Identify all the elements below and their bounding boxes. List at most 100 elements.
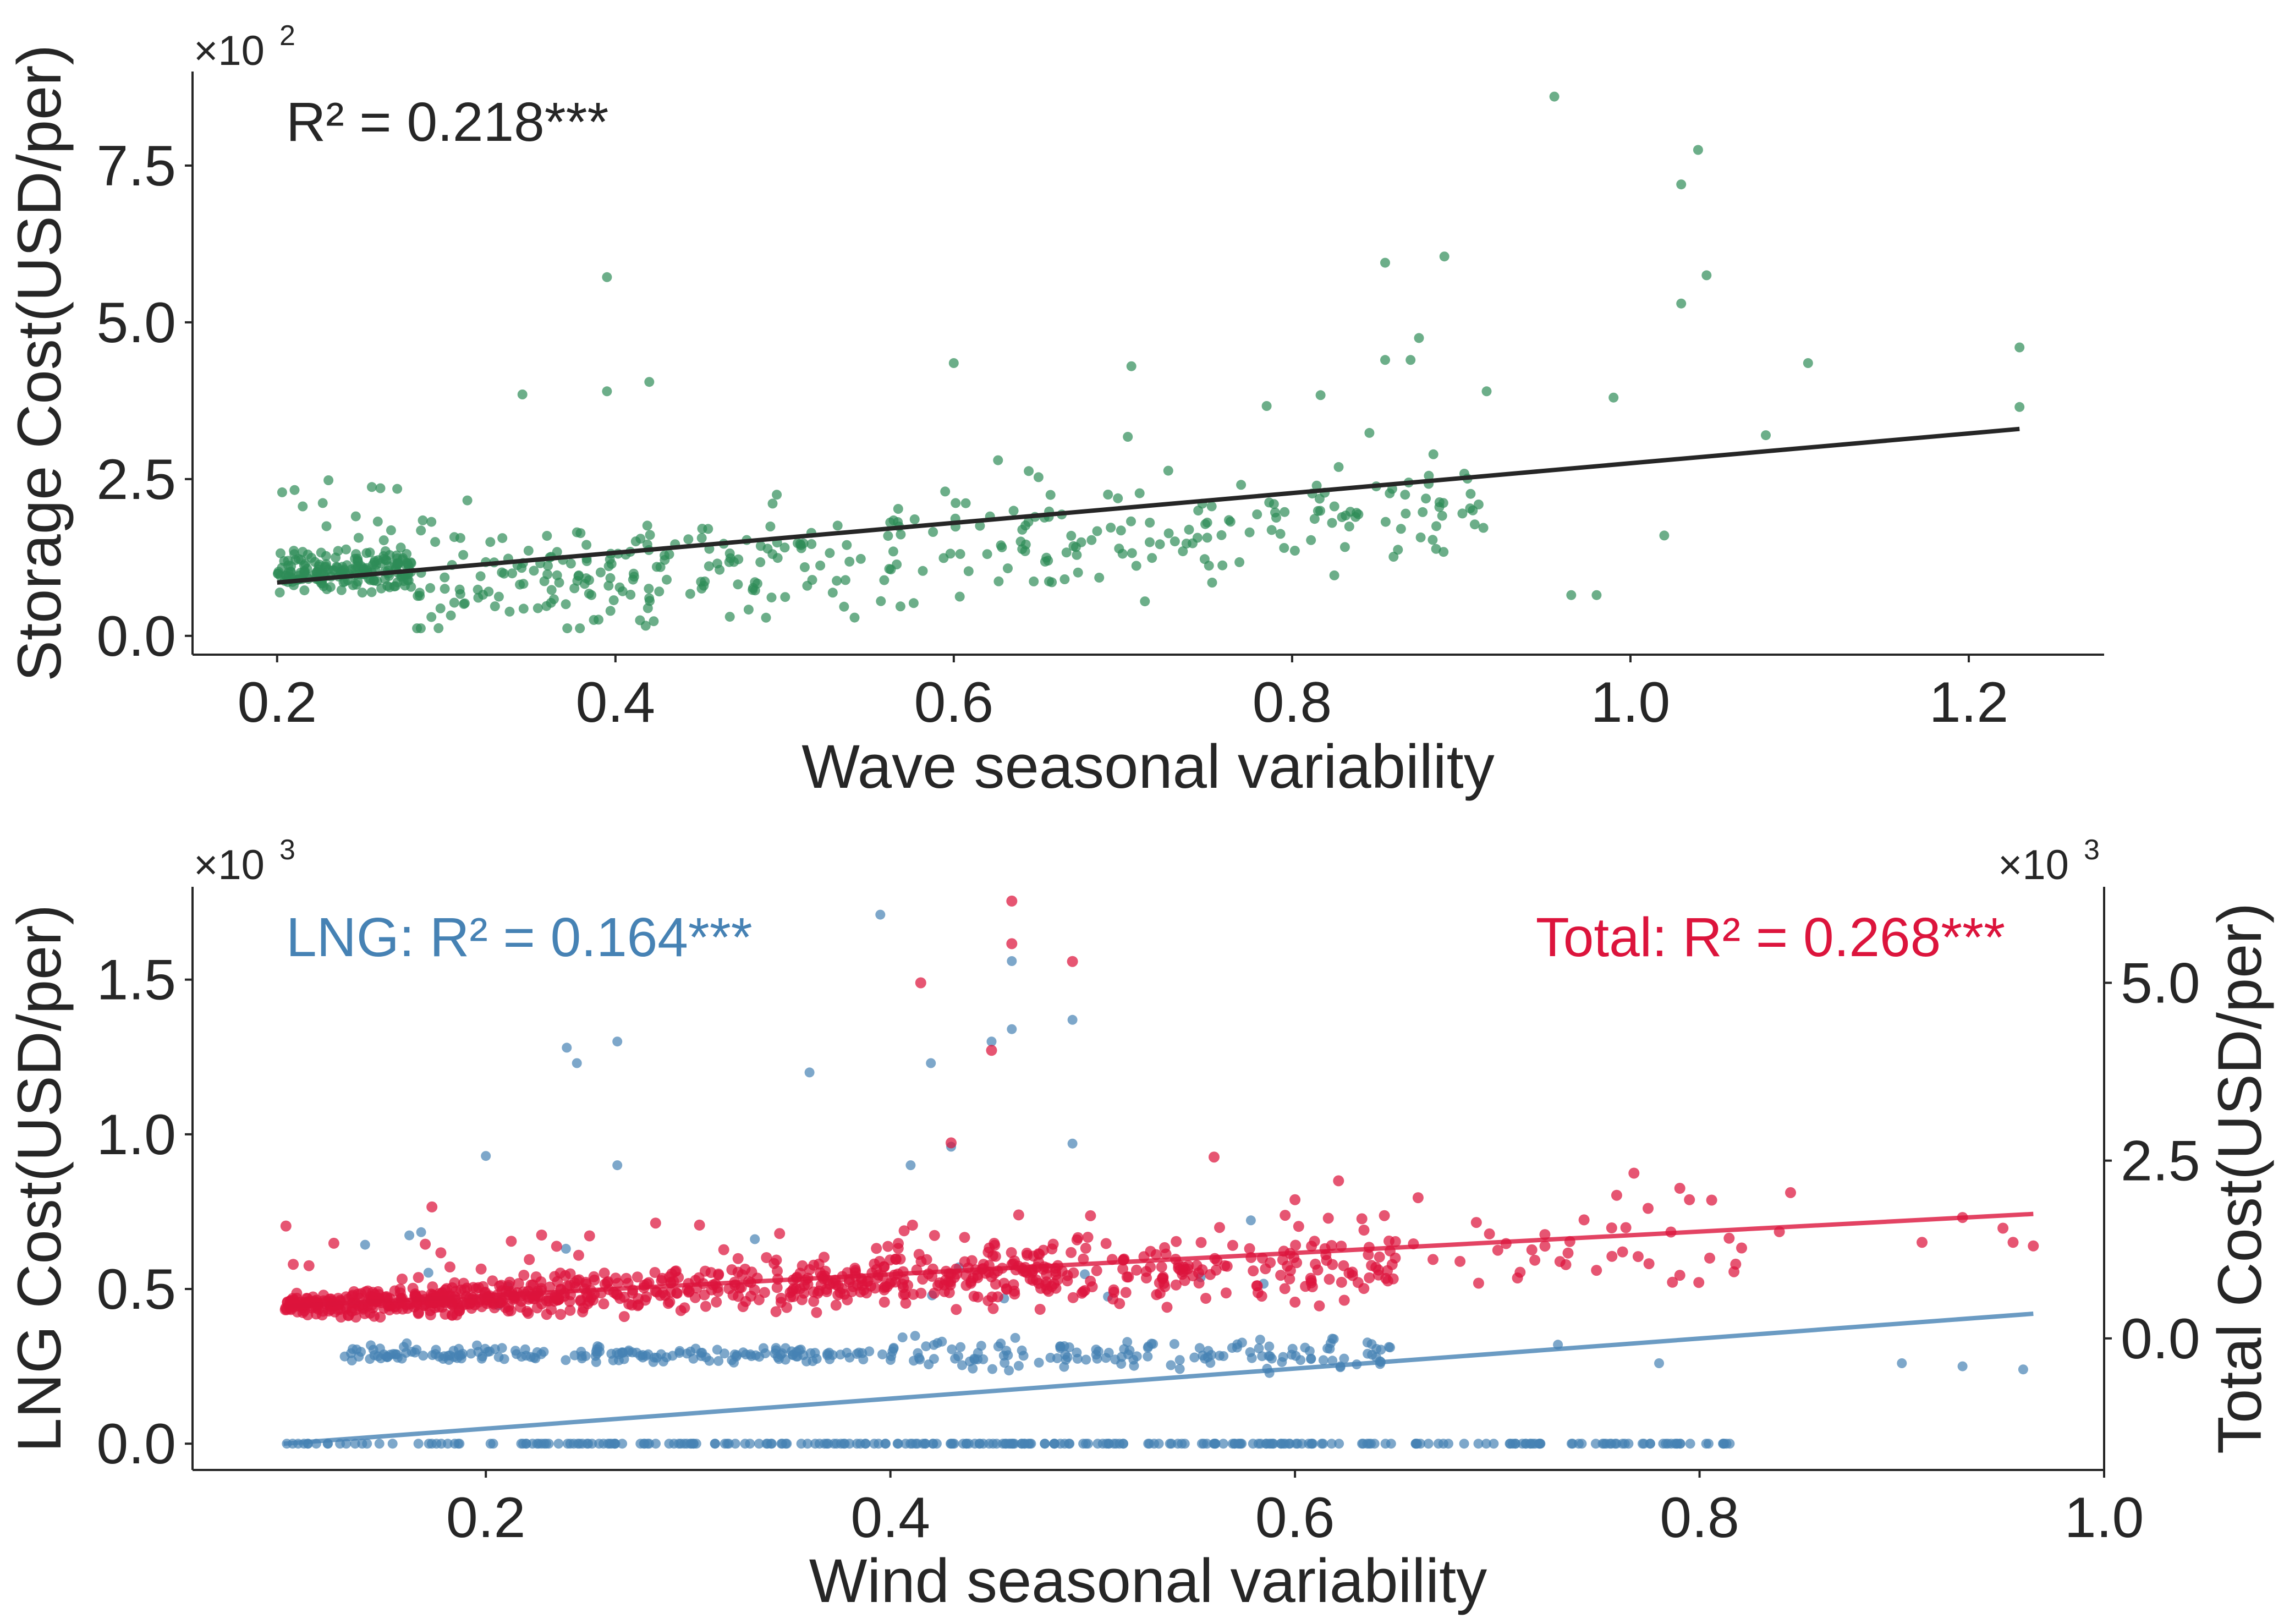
total-point <box>1219 1260 1231 1271</box>
scatter-point <box>1676 179 1687 190</box>
scatter-point <box>1414 333 1424 343</box>
lng-point <box>1287 1343 1298 1354</box>
total-point <box>683 1286 695 1297</box>
scatter-point <box>1017 544 1028 555</box>
scatter-point <box>475 571 486 581</box>
lng-point <box>957 1360 967 1370</box>
scatter-point <box>561 599 571 610</box>
total-point <box>1021 1247 1033 1259</box>
lng-point <box>946 1439 957 1449</box>
total-point <box>562 1280 573 1292</box>
scatter-point <box>418 515 428 525</box>
total-point <box>1214 1222 1225 1233</box>
scatter-point <box>1066 530 1077 541</box>
total-point <box>447 1282 458 1293</box>
total-point <box>458 1277 469 1289</box>
scatter-point <box>1380 517 1391 527</box>
lng-point <box>1237 1439 1247 1449</box>
scatter-point <box>375 483 386 493</box>
lng-point <box>416 1227 426 1237</box>
total-point <box>1322 1212 1334 1224</box>
total-point <box>699 1289 710 1301</box>
scatter-point <box>386 525 396 535</box>
scatter-point <box>642 539 652 550</box>
scatter-point <box>960 498 971 508</box>
scatter-point <box>277 563 287 573</box>
lng-point <box>1658 1439 1668 1449</box>
scatter-point <box>625 590 636 600</box>
total-point <box>301 1293 312 1304</box>
lng-point <box>532 1347 542 1357</box>
top-y-offset-label: ×10 <box>194 28 265 74</box>
scatter-point <box>1344 522 1354 531</box>
scatter-point <box>644 377 655 387</box>
total-point <box>1386 1259 1398 1270</box>
total-point <box>890 1276 901 1288</box>
lng-point <box>1146 1338 1157 1349</box>
total-point <box>544 1281 556 1293</box>
lng-point <box>594 1439 605 1449</box>
scatter-point <box>662 574 672 585</box>
scatter-point <box>729 557 739 567</box>
lng-point <box>1206 1349 1217 1360</box>
total-point <box>564 1268 576 1280</box>
total-point <box>700 1301 711 1312</box>
scatter-point <box>908 598 919 608</box>
lng-point <box>346 1348 356 1358</box>
total-point <box>1723 1232 1735 1244</box>
total-point <box>573 1249 584 1261</box>
scatter-point <box>1047 577 1057 588</box>
lng-point <box>1255 1335 1265 1345</box>
scatter-point <box>614 582 625 592</box>
lng-point <box>413 1439 424 1449</box>
scatter-point <box>1473 500 1484 509</box>
lng-point <box>561 1355 571 1365</box>
lng-point <box>754 1352 765 1362</box>
total-point <box>1606 1222 1617 1233</box>
lng-point <box>1637 1439 1648 1449</box>
scatter-point <box>1315 390 1326 400</box>
total-point <box>915 977 926 989</box>
total-point <box>401 1299 413 1311</box>
total-point <box>898 1282 909 1293</box>
bottom-left-y-offset-label: ×10 <box>194 842 265 888</box>
scatter-point <box>1252 509 1262 519</box>
lng-point <box>720 1348 729 1359</box>
scatter-point <box>414 588 425 598</box>
lng-point <box>1060 1349 1070 1360</box>
scatter-point <box>1271 513 1281 523</box>
scatter-point <box>1289 546 1300 556</box>
total-point <box>506 1236 517 1247</box>
scatter-point <box>827 588 838 598</box>
scatter-point <box>767 498 778 509</box>
total-point <box>785 1291 797 1303</box>
total-point <box>1220 1287 1232 1299</box>
total-point <box>1006 895 1018 907</box>
bottom-chart: 0.2 0.4 0.6 0.8 1.0 0.0 0.5 1.0 1.5 0.0 2.5 5.0 ×… <box>5 834 2274 1615</box>
scatter-point <box>767 549 778 559</box>
bottom-total-fit-line <box>283 1211 2034 1309</box>
scatter-point <box>1045 490 1056 500</box>
total-point <box>280 1220 292 1232</box>
total-point <box>1578 1214 1590 1226</box>
scatter-point <box>1401 508 1411 519</box>
total-point <box>892 1243 904 1254</box>
lng-point <box>750 1234 760 1244</box>
top-x-axis-title: Wave seasonal variability <box>801 732 1495 801</box>
lng-point <box>577 1353 587 1364</box>
lng-point <box>366 1340 376 1351</box>
scatter-point <box>416 525 426 536</box>
total-point <box>774 1228 786 1239</box>
lng-point <box>1122 1337 1133 1347</box>
lng-point <box>1248 1439 1258 1449</box>
lng-point <box>1004 1365 1014 1376</box>
scatter-point <box>449 532 459 542</box>
lng-point <box>397 1353 407 1364</box>
lng-point <box>1132 1351 1142 1362</box>
lng-point <box>722 1439 732 1449</box>
total-point <box>1643 1203 1654 1214</box>
total-point <box>882 1241 894 1252</box>
scatter-point <box>795 539 805 549</box>
total-point <box>1470 1217 1482 1228</box>
lng-point <box>402 1338 412 1348</box>
